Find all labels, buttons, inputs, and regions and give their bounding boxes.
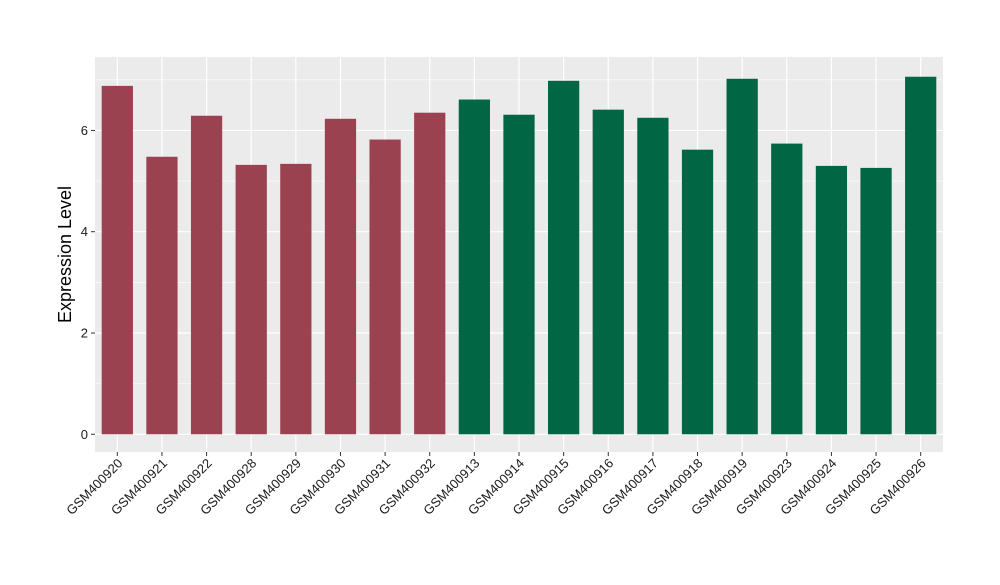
- bar-gsm400926: [905, 76, 937, 435]
- y-tick-label: 6: [81, 123, 88, 138]
- y-tick-label: 0: [81, 427, 88, 442]
- bar-gsm400931: [369, 139, 401, 435]
- bar-gsm400932: [414, 112, 446, 435]
- bar-gsm400919: [726, 78, 758, 435]
- y-tick-label: 2: [81, 325, 88, 340]
- bar-gsm400917: [637, 117, 669, 435]
- bars-group: [101, 76, 937, 435]
- x-axis: GSM400920GSM400921GSM400922GSM400928GSM4…: [63, 452, 929, 518]
- y-tick-label: 4: [81, 224, 88, 239]
- bar-gsm400925: [860, 167, 892, 435]
- bar-gsm400914: [503, 114, 535, 435]
- bar-gsm400923: [771, 143, 803, 435]
- bar-gsm400916: [592, 109, 624, 435]
- y-axis-label: Expression Level: [55, 186, 75, 323]
- bar-gsm400929: [280, 163, 312, 435]
- bar-gsm400924: [815, 165, 848, 435]
- bar-gsm400921: [146, 156, 178, 435]
- bar-gsm400920: [101, 85, 133, 435]
- y-axis: 0 2 4 6: [81, 123, 95, 442]
- bar-gsm400930: [324, 118, 357, 435]
- bar-gsm400928: [235, 164, 267, 435]
- bar-gsm400915: [548, 80, 580, 435]
- bar-gsm400918: [681, 149, 714, 435]
- bar-gsm400913: [458, 99, 490, 435]
- bar-gsm400922: [190, 115, 223, 435]
